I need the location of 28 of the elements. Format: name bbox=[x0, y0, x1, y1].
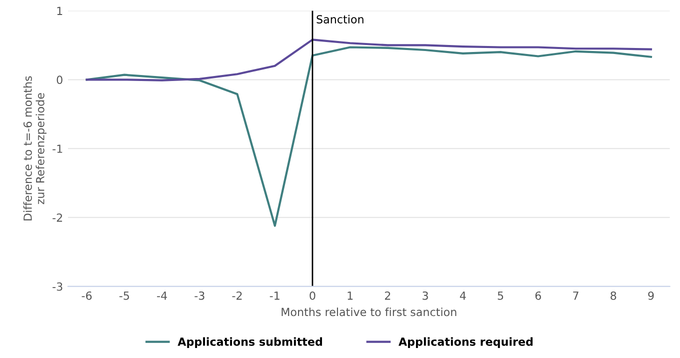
y-tick-label: 1 bbox=[57, 6, 62, 15]
x-axis-title: Months relative to first sanction bbox=[282, 308, 456, 316]
x-tick-label: 4 bbox=[460, 292, 466, 300]
legend-label: Applications submitted bbox=[178, 337, 322, 348]
x-tick-label: -2 bbox=[232, 291, 242, 300]
x-tick-label: -3 bbox=[194, 291, 204, 300]
ref-line-label: Sanction bbox=[316, 14, 364, 24]
x-tick-label: 7 bbox=[573, 292, 578, 300]
x-tick-label: 8 bbox=[610, 291, 616, 300]
x-tick-label: 5 bbox=[498, 292, 504, 300]
y-tick-label: 0 bbox=[56, 76, 62, 84]
x-tick-label: 6 bbox=[535, 291, 541, 300]
y-axis-title: Difference to t=-6 months zur Referenzperiode bbox=[23, 76, 47, 220]
x-tick-label: 2 bbox=[384, 291, 390, 300]
x-tick-label: -6 bbox=[82, 291, 92, 300]
line-series bbox=[86, 38, 652, 82]
x-tick-label: -1 bbox=[270, 292, 280, 300]
legend-label: Applications required bbox=[398, 337, 533, 348]
x-tick-label: 0 bbox=[310, 291, 316, 300]
y-tick-label: -1 bbox=[52, 144, 62, 153]
x-tick-label: 1 bbox=[348, 292, 353, 300]
x-tick-label: 9 bbox=[648, 291, 654, 300]
y-tick-label: -2 bbox=[52, 213, 62, 222]
y-tick-label: -3 bbox=[52, 282, 62, 291]
x-tick-label: -4 bbox=[157, 292, 167, 300]
line-series bbox=[86, 46, 652, 227]
x-tick-label: 3 bbox=[422, 291, 428, 300]
x-tick-label: -5 bbox=[119, 292, 129, 300]
